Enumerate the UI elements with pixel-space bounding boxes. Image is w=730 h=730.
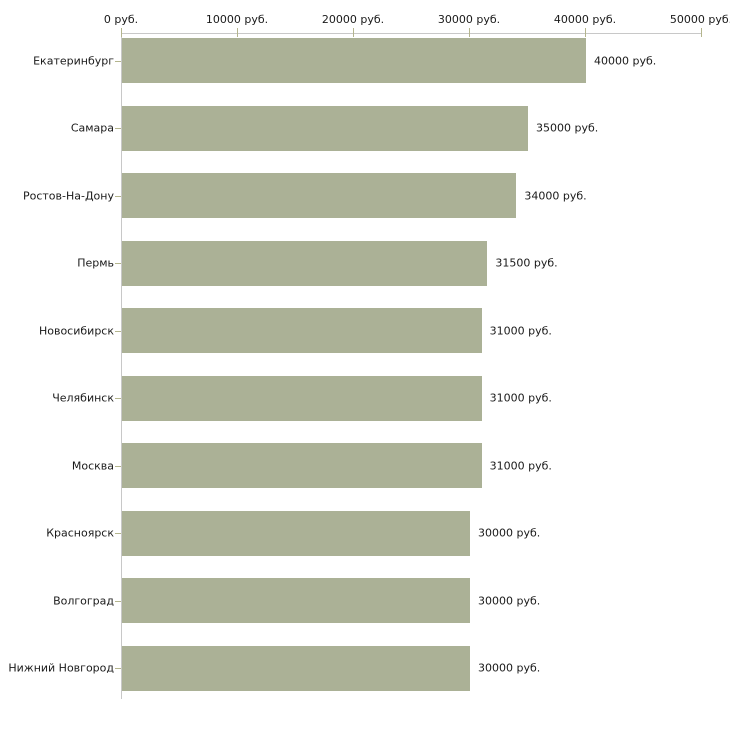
- y-axis-tick-mark: [115, 128, 121, 129]
- bar: [122, 645, 470, 691]
- x-axis-tick-mark: [353, 28, 354, 37]
- value-label: 30000 руб.: [478, 594, 541, 607]
- x-axis-tick-mark: [469, 28, 470, 37]
- value-label: 31000 руб.: [489, 459, 552, 472]
- category-label: Красноярск: [46, 526, 114, 540]
- y-axis-tick-mark: [115, 668, 121, 669]
- y-axis-tick-mark: [115, 60, 121, 62]
- x-axis-tick-mark: [237, 28, 238, 37]
- x-axis-tick-label: 30000 руб.: [437, 13, 501, 26]
- x-axis-line: [121, 33, 702, 34]
- x-axis-tick-label: 20000 руб.: [321, 13, 385, 26]
- bar: [122, 375, 482, 421]
- bar: [122, 240, 488, 286]
- bar: [122, 38, 586, 83]
- x-axis-tick-mark: [585, 28, 586, 37]
- category-label: Москва: [71, 459, 114, 472]
- y-axis-tick-mark: [115, 195, 121, 197]
- category-label: Волгоград: [53, 594, 114, 607]
- value-label: 30000 руб.: [478, 661, 541, 675]
- x-axis-tick-mark: [701, 28, 702, 37]
- category-label: Самара: [70, 121, 114, 135]
- bar: [122, 173, 517, 218]
- x-axis-tick-label: 0 руб.: [103, 13, 139, 26]
- value-label: 31000 руб.: [489, 391, 552, 405]
- category-label: Челябинск: [52, 391, 114, 405]
- y-axis-line: [121, 33, 122, 699]
- bar: [122, 578, 470, 623]
- y-axis-tick-mark: [115, 465, 121, 467]
- value-label: 31000 руб.: [489, 324, 552, 337]
- x-axis-tick-label: 50000 руб.: [669, 13, 730, 26]
- category-label: Нижний Новгород: [8, 661, 114, 675]
- bar: [122, 105, 528, 151]
- value-label: 30000 руб.: [478, 526, 541, 540]
- y-axis-tick-mark: [115, 263, 121, 264]
- value-label: 40000 руб.: [594, 54, 657, 67]
- x-axis-tick-mark: [121, 28, 122, 37]
- category-label: Екатеринбург: [33, 54, 114, 67]
- value-label: 34000 руб.: [524, 189, 587, 202]
- category-label: Ростов-На-Дону: [22, 189, 114, 202]
- x-axis-tick-label: 10000 руб.: [205, 13, 269, 26]
- bar: [122, 510, 470, 556]
- y-axis-tick-mark: [115, 330, 121, 332]
- category-label: Пермь: [77, 256, 114, 270]
- bar: [122, 443, 482, 488]
- value-label: 35000 руб.: [536, 121, 599, 135]
- y-axis-tick-mark: [115, 600, 121, 602]
- value-label: 31500 руб.: [495, 256, 558, 270]
- y-axis-tick-mark: [115, 398, 121, 399]
- bar: [122, 308, 482, 353]
- category-label: Новосибирск: [38, 324, 114, 337]
- y-axis-tick-mark: [115, 533, 121, 534]
- x-axis-tick-label: 40000 руб.: [553, 13, 617, 26]
